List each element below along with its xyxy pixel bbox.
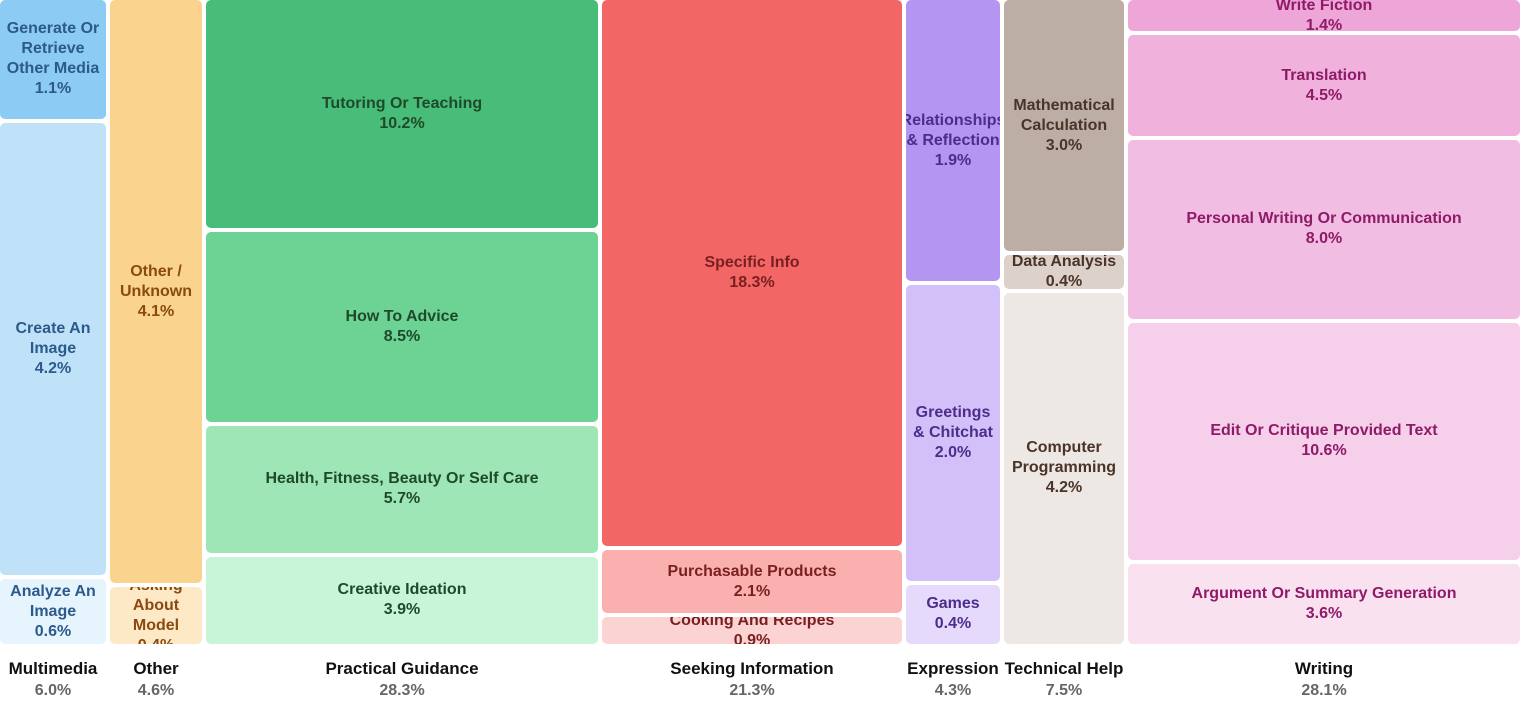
- category-seeking-information: Seeking Information 21.3%: [596, 658, 908, 702]
- category-other: Other 4.6%: [104, 658, 208, 702]
- tile-label: Translation: [1281, 66, 1367, 84]
- category-name: Multimedia: [8, 659, 98, 678]
- category-name: Expression: [907, 659, 999, 678]
- category-total: 28.3%: [379, 682, 425, 699]
- category-practical-guidance: Practical Guidance 28.3%: [200, 658, 604, 702]
- tile-health-fitness-beauty-or-self-care: Health, Fitness, Beauty Or Self Care 5.7%: [206, 425, 598, 553]
- tile-analyze-an-image: Analyze An Image 0.6%: [0, 579, 106, 644]
- tile-label: Cooking And Recipes: [669, 617, 835, 629]
- category-writing: Writing 28.1%: [1122, 658, 1520, 702]
- tile-label: Computer Programming: [1011, 439, 1116, 477]
- tile-percentage: 0.4%: [934, 615, 972, 633]
- tile-computer-programming: Computer Programming 4.2%: [1004, 292, 1124, 644]
- tile-percentage: 1.1%: [34, 80, 72, 98]
- tile-label: Mathematical Calculation: [1013, 96, 1115, 134]
- tile-percentage: 4.2%: [1045, 479, 1083, 497]
- tile-percentage: 0.9%: [733, 631, 771, 644]
- category-expression: Expression 4.3%: [900, 658, 1006, 702]
- tile-percentage: 4.2%: [34, 359, 72, 377]
- tile-percentage: 3.9%: [383, 601, 421, 619]
- tile-cooking-and-recipes: Cooking And Recipes 0.9%: [602, 617, 902, 644]
- tile-write-fiction: Write Fiction 1.4%: [1128, 0, 1520, 32]
- category-total: 4.3%: [934, 682, 972, 699]
- tile-edit-or-critique-provided-text: Edit Or Critique Provided Text 10.6%: [1128, 322, 1520, 560]
- category-technical-help: Technical Help 7.5%: [998, 658, 1130, 702]
- tile-label: Data Analysis: [1011, 255, 1117, 270]
- tile-percentage: 1.9%: [934, 151, 972, 169]
- tile-percentage: 4.1%: [137, 302, 175, 320]
- tile-games: Games 0.4%: [906, 584, 1000, 644]
- tile-percentage: 0.6%: [34, 622, 72, 640]
- category-name: Other: [133, 659, 179, 678]
- tile-greetings-chitchat: Greetings & Chitchat 2.0%: [906, 285, 1000, 581]
- tile-percentage: 10.2%: [379, 114, 425, 132]
- tile-label: Creative Ideation: [337, 581, 467, 599]
- tile-label: Write Fiction: [1275, 0, 1373, 14]
- tile-label: Greetings & Chitchat: [913, 403, 993, 441]
- tile-translation: Translation 4.5%: [1128, 35, 1520, 136]
- tile-percentage: 0.4%: [138, 636, 174, 644]
- tile-label: Analyze An Image: [10, 582, 96, 620]
- tile-percentage: 8.5%: [383, 327, 421, 345]
- category-total: 21.3%: [729, 682, 775, 699]
- tile-label: Asking About Model: [129, 587, 182, 634]
- tile-label: Personal Writing Or Communication: [1186, 210, 1462, 228]
- tile-mathematical-calculation: Mathematical Calculation 3.0%: [1004, 0, 1124, 252]
- tile-percentage: 3.0%: [1045, 136, 1083, 154]
- tile-create-an-image: Create An Image 4.2%: [0, 122, 106, 576]
- tile-personal-writing-or-communication: Personal Writing Or Communication 8.0%: [1128, 139, 1520, 319]
- tile-generate-or-retrieve-other-media: Generate Or Retrieve Other Media 1.1%: [0, 0, 106, 119]
- tile-label: Purchasable Products: [667, 562, 837, 580]
- tile-argument-or-summary-generation: Argument Or Summary Generation 3.6%: [1128, 563, 1520, 644]
- category-name: Technical Help: [1004, 659, 1124, 678]
- tile-purchasable-products: Purchasable Products 2.1%: [602, 550, 902, 614]
- tile-label: Games: [926, 595, 980, 613]
- category-total: 7.5%: [1045, 682, 1083, 699]
- tile-label: How To Advice: [345, 307, 459, 325]
- tile-percentage: 10.6%: [1301, 442, 1347, 460]
- category-multimedia: Multimedia 6.0%: [0, 658, 112, 702]
- category-total: 28.1%: [1301, 682, 1347, 699]
- tile-how-to-advice: How To Advice 8.5%: [206, 231, 598, 422]
- tile-percentage: 2.1%: [733, 582, 771, 600]
- category-name: Seeking Information: [670, 659, 834, 678]
- tile-label: Other / Unknown: [120, 262, 192, 300]
- tile-label: Tutoring Or Teaching: [321, 94, 483, 112]
- category-name: Practical Guidance: [325, 659, 479, 678]
- category-total: 4.6%: [137, 682, 175, 699]
- tile-specific-info: Specific Info 18.3%: [602, 0, 902, 547]
- tile-percentage: 2.0%: [934, 443, 972, 461]
- tile-percentage: 3.6%: [1305, 604, 1343, 622]
- tile-percentage: 5.7%: [383, 490, 421, 508]
- category-name: Writing: [1294, 659, 1354, 678]
- tile-data-analysis: Data Analysis 0.4%: [1004, 255, 1124, 289]
- tile-other-unknown: Other / Unknown 4.1%: [110, 0, 202, 584]
- tile-label: Relationships & Reflection: [906, 111, 1000, 149]
- tile-percentage: 4.5%: [1305, 86, 1343, 104]
- tile-label: Specific Info: [704, 254, 800, 272]
- tile-percentage: 18.3%: [729, 274, 775, 292]
- category-total: 6.0%: [34, 682, 72, 699]
- tile-label: Edit Or Critique Provided Text: [1210, 422, 1438, 440]
- tile-percentage: 1.4%: [1305, 16, 1343, 32]
- tile-tutoring-or-teaching: Tutoring Or Teaching 10.2%: [206, 0, 598, 228]
- tile-creative-ideation: Creative Ideation 3.9%: [206, 556, 598, 644]
- tile-label: Health, Fitness, Beauty Or Self Care: [265, 470, 539, 488]
- tile-percentage: 0.4%: [1045, 272, 1083, 289]
- tile-percentage: 8.0%: [1305, 230, 1343, 248]
- tile-label: Create An Image: [15, 319, 91, 357]
- tile-label: Argument Or Summary Generation: [1191, 584, 1457, 602]
- tile-asking-about-model: Asking About Model 0.4%: [110, 587, 202, 644]
- tile-relationships-reflection: Relationships & Reflection 1.9%: [906, 0, 1000, 282]
- tile-label: Generate Or Retrieve Other Media: [6, 20, 100, 78]
